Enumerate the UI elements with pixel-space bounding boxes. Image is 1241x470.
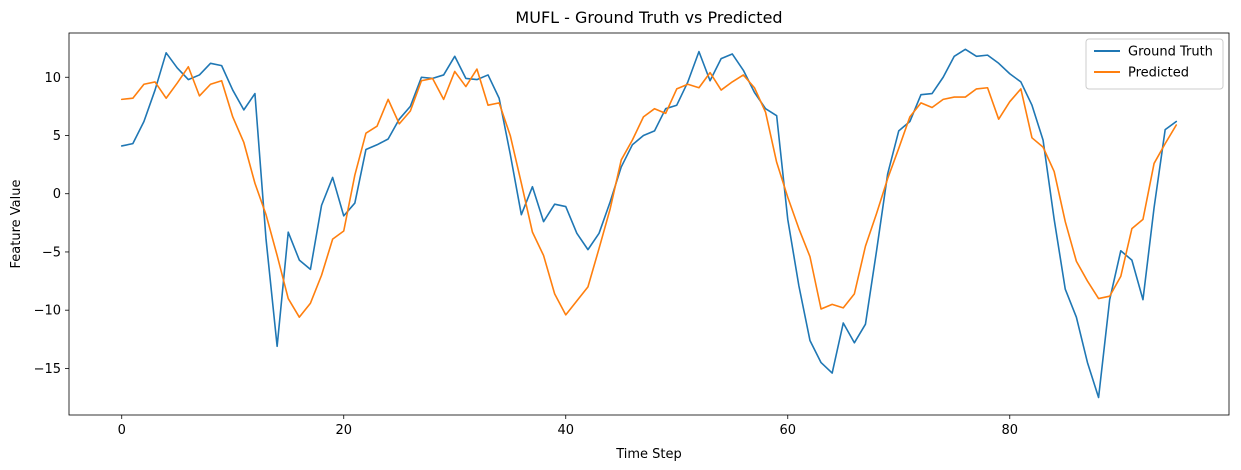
x-axis-ticks: 0 20 40 60 80 — [118, 415, 1018, 438]
series-line-predicted — [120, 65, 1178, 318]
x-tick-label: 0 — [118, 423, 126, 438]
legend: Ground Truth Predicted — [1085, 38, 1224, 90]
chart-title: MUFL - Ground Truth vs Predicted — [515, 8, 782, 27]
plot-frame — [68, 32, 1230, 416]
x-axis-label: Time Step — [615, 447, 682, 462]
y-axis-ticks: −15 −10 −5 0 5 10 — [34, 71, 69, 377]
y-tick-label: −5 — [42, 245, 61, 260]
x-tick-label: 20 — [335, 423, 352, 438]
y-tick-label: 10 — [44, 71, 61, 86]
plot-background — [69, 33, 1229, 415]
x-tick-label: 60 — [779, 423, 796, 438]
legend-label-ground-truth: Ground Truth — [1128, 45, 1213, 60]
y-tick-label: −15 — [34, 362, 61, 377]
legend-box — [1085, 38, 1224, 90]
y-axis-label: Feature Value — [9, 180, 24, 269]
y-tick-label: 5 — [53, 129, 61, 144]
series-layer — [120, 48, 1178, 399]
legend-label-predicted: Predicted — [1128, 66, 1189, 81]
y-tick-label: −10 — [34, 304, 61, 319]
y-tick-label: 0 — [53, 187, 61, 202]
x-tick-label: 80 — [1001, 423, 1018, 438]
x-tick-label: 40 — [557, 423, 574, 438]
plot-area — [69, 33, 1229, 415]
series-line-ground-truth — [120, 48, 1178, 399]
